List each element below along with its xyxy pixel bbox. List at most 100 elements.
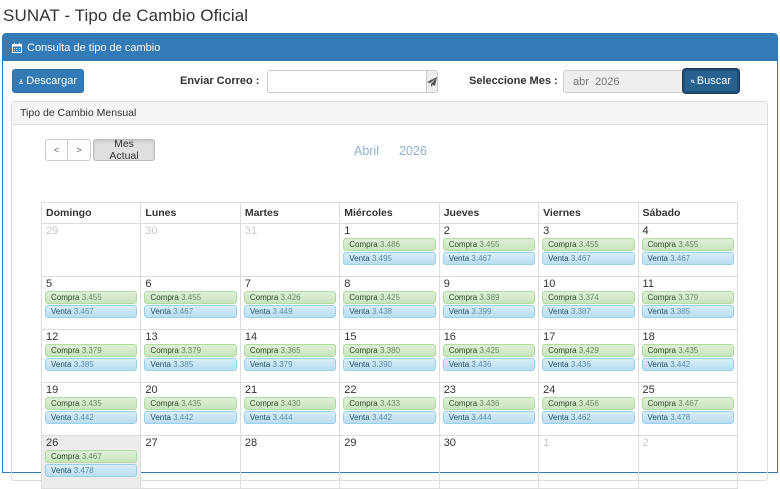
search-icon — [691, 79, 695, 83]
calendar-day-cell[interactable]: 17 Compra 3.429 Venta 3.436 — [538, 329, 639, 383]
venta-rate-badge[interactable]: Venta 3.442 — [343, 411, 436, 424]
compra-rate-badge[interactable]: Compra 3.389 — [442, 291, 536, 304]
venta-rate-badge[interactable]: Venta 3.442 — [144, 411, 237, 424]
compra-rate-badge[interactable]: Compra 3.380 — [343, 344, 436, 357]
compra-rate-badge[interactable]: Compra 3.365 — [243, 344, 337, 357]
calendar-day-cell[interactable]: 12 Compra 3.379 Venta 3.385 — [40, 329, 142, 383]
compra-rate-badge[interactable]: Compra 3.425 — [442, 344, 536, 357]
compra-rate-badge[interactable]: Compra 3.425 — [343, 291, 436, 304]
calendar-day-cell[interactable]: 8 Compra 3.425 Venta 3.438 — [339, 276, 440, 330]
venta-rate-badge[interactable]: Venta 3.449 — [243, 305, 337, 318]
compra-rate-badge[interactable]: Compra 3.455 — [144, 291, 237, 304]
prev-month-button[interactable]: < — [45, 139, 68, 161]
calendar-day-cell[interactable]: 1 Compra 3.486 Venta 3.495 — [339, 223, 440, 277]
calendar-day-cell[interactable]: 16 Compra 3.425 Venta 3.436 — [438, 329, 540, 383]
calendar-day-cell[interactable]: 13 Compra 3.379 Venta 3.385 — [140, 329, 241, 383]
calendar-day-cell[interactable]: 20 Compra 3.435 Venta 3.442 — [140, 382, 241, 436]
compra-rate-badge[interactable]: Compra 3.467 — [641, 397, 734, 410]
calendar-day-cell[interactable]: 23 Compra 3.436 Venta 3.444 — [438, 382, 540, 436]
venta-rate-badge[interactable]: Venta 3.379 — [243, 358, 337, 371]
calendar-day-cell[interactable]: 26 Compra 3.467 Venta 3.478 — [40, 435, 142, 489]
venta-rate-badge[interactable]: Venta 3.390 — [343, 358, 436, 371]
venta-rate-badge[interactable]: Venta 3.467 — [442, 252, 536, 265]
calendar-day-cell[interactable]: 19 Compra 3.435 Venta 3.442 — [40, 382, 142, 436]
venta-rate-badge[interactable]: Venta 3.467 — [144, 305, 237, 318]
venta-rate-badge[interactable]: Venta 3.467 — [542, 252, 635, 265]
search-button[interactable]: Buscar — [683, 69, 739, 93]
venta-rate-badge[interactable]: Venta 3.442 — [45, 411, 138, 424]
compra-rate-badge[interactable]: Compra 3.467 — [45, 450, 138, 463]
venta-rate-badge[interactable]: Venta 3.385 — [144, 358, 237, 371]
compra-rate-badge[interactable]: Compra 3.426 — [243, 291, 337, 304]
calendar-day-cell[interactable]: 6 Compra 3.455 Venta 3.467 — [140, 276, 241, 330]
compra-rate-badge[interactable]: Compra 3.435 — [45, 397, 138, 410]
venta-rate-badge[interactable]: Venta 3.436 — [542, 358, 635, 371]
venta-rate-badge[interactable]: Venta 3.444 — [243, 411, 337, 424]
compra-rate-badge[interactable]: Compra 3.435 — [144, 397, 237, 410]
compra-rate-badge[interactable]: Compra 3.374 — [542, 291, 635, 304]
venta-label: Venta — [51, 307, 72, 316]
compra-rate-badge[interactable]: Compra 3.430 — [243, 397, 337, 410]
calendar-day-cell[interactable]: 1 — [538, 435, 639, 489]
calendar-day-cell[interactable]: 3 Compra 3.455 Venta 3.467 — [538, 223, 639, 277]
venta-rate-badge[interactable]: Venta 3.495 — [343, 252, 436, 265]
venta-rate-badge[interactable]: Venta 3.467 — [641, 252, 734, 265]
calendar-day-cell[interactable]: 27 — [140, 435, 241, 489]
calendar-day-cell[interactable]: 21 Compra 3.430 Venta 3.444 — [239, 382, 341, 436]
calendar-day-cell[interactable]: 2 — [637, 435, 739, 489]
email-input[interactable] — [267, 70, 426, 93]
venta-rate-badge[interactable]: Venta 3.385 — [641, 305, 734, 318]
calendar-day-cell[interactable]: 4 Compra 3.455 Venta 3.467 — [637, 223, 739, 277]
calendar-day-cell[interactable]: 25 Compra 3.467 Venta 3.478 — [637, 382, 739, 436]
send-email-button[interactable] — [426, 70, 438, 93]
calendar-day-cell[interactable]: 24 Compra 3.456 Venta 3.462 — [538, 382, 639, 436]
compra-rate-badge[interactable]: Compra 3.436 — [442, 397, 536, 410]
calendar-day-cell[interactable]: 18 Compra 3.435 Venta 3.442 — [637, 329, 739, 383]
venta-rate-badge[interactable]: Venta 3.462 — [542, 411, 635, 424]
calendar-day-cell[interactable]: 15 Compra 3.380 Venta 3.390 — [339, 329, 440, 383]
venta-rate-badge[interactable]: Venta 3.438 — [343, 305, 436, 318]
venta-rate-badge[interactable]: Venta 3.442 — [641, 358, 734, 371]
compra-value: 3.486 — [379, 240, 400, 249]
calendar-day-cell[interactable]: 9 Compra 3.389 Venta 3.399 — [438, 276, 540, 330]
compra-rate-badge[interactable]: Compra 3.429 — [542, 344, 635, 357]
calendar-day-cell[interactable]: 2 Compra 3.455 Venta 3.467 — [438, 223, 540, 277]
current-month-button[interactable]: Mes Actual — [93, 138, 155, 162]
venta-rate-badge[interactable]: Venta 3.387 — [542, 305, 635, 318]
compra-rate-badge[interactable]: Compra 3.455 — [45, 291, 138, 304]
calendar-day-cell[interactable]: 29 — [40, 223, 142, 277]
calendar-day-cell[interactable]: 30 — [438, 435, 540, 489]
venta-rate-badge[interactable]: Venta 3.444 — [442, 411, 536, 424]
calendar-day-cell[interactable]: 30 — [140, 223, 241, 277]
calendar-day-cell[interactable]: 11 Compra 3.379 Venta 3.385 — [637, 276, 739, 330]
calendar-day-cell[interactable]: 22 Compra 3.433 Venta 3.442 — [339, 382, 440, 436]
calendar-day-cell[interactable]: 29 — [339, 435, 440, 489]
compra-rate-badge[interactable]: Compra 3.486 — [343, 238, 436, 251]
venta-rate-badge[interactable]: Venta 3.385 — [45, 358, 138, 371]
venta-rate-badge[interactable]: Venta 3.399 — [442, 305, 536, 318]
compra-rate-badge[interactable]: Compra 3.433 — [343, 397, 436, 410]
venta-label: Venta — [349, 413, 370, 422]
compra-rate-badge[interactable]: Compra 3.435 — [641, 344, 734, 357]
download-button[interactable]: Descargar — [12, 69, 84, 93]
calendar-day-cell[interactable]: 31 — [239, 223, 341, 277]
compra-rate-badge[interactable]: Compra 3.379 — [45, 344, 138, 357]
next-month-button[interactable]: > — [68, 139, 91, 161]
compra-rate-badge[interactable]: Compra 3.455 — [442, 238, 536, 251]
venta-rate-badge[interactable]: Venta 3.478 — [641, 411, 734, 424]
venta-rate-badge[interactable]: Venta 3.436 — [442, 358, 536, 371]
compra-rate-badge[interactable]: Compra 3.456 — [542, 397, 635, 410]
day-number: 23 — [443, 384, 456, 396]
compra-rate-badge[interactable]: Compra 3.379 — [144, 344, 237, 357]
calendar-day-cell[interactable]: 14 Compra 3.365 Venta 3.379 — [239, 329, 341, 383]
compra-rate-badge[interactable]: Compra 3.455 — [641, 238, 734, 251]
calendar-day-cell[interactable]: 28 — [239, 435, 341, 489]
compra-rate-badge[interactable]: Compra 3.379 — [641, 291, 734, 304]
calendar-day-cell[interactable]: 7 Compra 3.426 Venta 3.449 — [239, 276, 341, 330]
venta-rate-badge[interactable]: Venta 3.467 — [45, 305, 138, 318]
calendar-day-cell[interactable]: 5 Compra 3.455 Venta 3.467 — [40, 276, 142, 330]
email-input-group — [267, 70, 438, 93]
calendar-day-cell[interactable]: 10 Compra 3.374 Venta 3.387 — [538, 276, 639, 330]
venta-rate-badge[interactable]: Venta 3.478 — [45, 464, 138, 477]
compra-rate-badge[interactable]: Compra 3.455 — [542, 238, 635, 251]
